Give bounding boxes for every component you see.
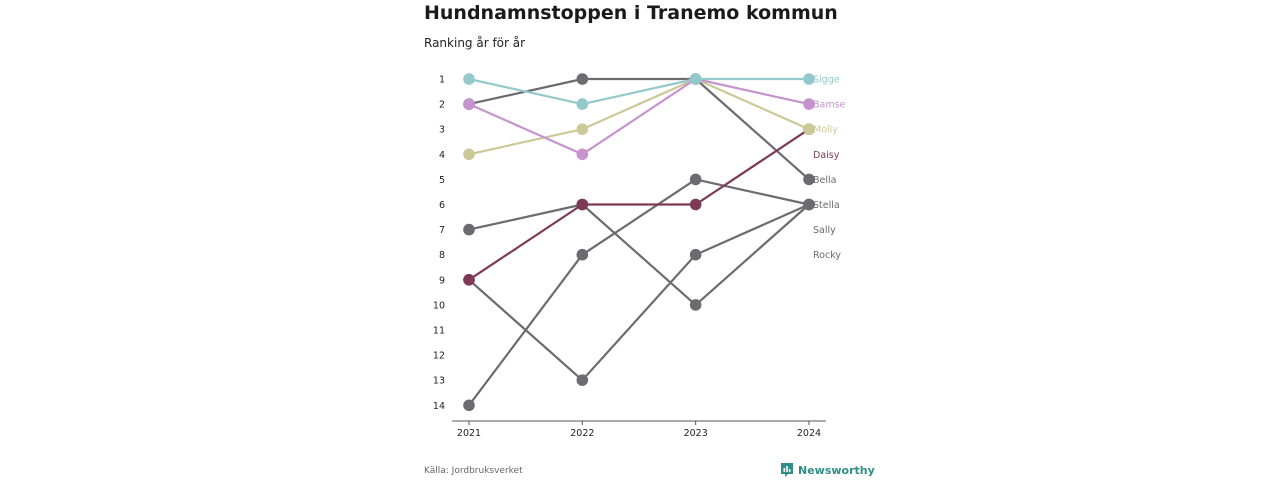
series-label-daisy: Daisy [813, 150, 840, 161]
series-label-stella: Stella [813, 200, 840, 211]
y-tick-label: 7 [439, 225, 445, 236]
data-point-stella[interactable] [689, 299, 702, 311]
x-tick-label: 2021 [457, 428, 481, 439]
y-tick-label: 9 [439, 275, 445, 286]
series-end-labels: Sigge Bamse Molly Daisy Bella Stella Sally Rock… [813, 75, 846, 262]
data-point-sally[interactable] [463, 399, 475, 412]
data-point-daisy[interactable] [576, 198, 589, 211]
data-point-bamse[interactable] [803, 98, 815, 110]
data-point-sigge[interactable] [689, 73, 702, 85]
y-tick-label: 6 [439, 200, 445, 211]
y-tick-label: 13 [433, 376, 445, 387]
x-axis: 2021 2022 2023 2024 [452, 420, 826, 439]
y-tick-label: 11 [433, 326, 445, 337]
y-tick-label: 8 [439, 250, 445, 261]
series-label-molly: Molly [813, 125, 838, 136]
data-point-rocky[interactable] [576, 374, 589, 387]
y-tick-label: 4 [439, 150, 445, 161]
series-line-rocky [468, 203, 810, 382]
data-point-molly[interactable] [803, 123, 815, 135]
source-note: Källa: Jordbruksverket [424, 466, 523, 476]
y-tick-label: 2 [439, 100, 445, 111]
series-points [463, 73, 815, 412]
data-point-sigge[interactable] [576, 98, 589, 110]
x-tick-label: 2023 [684, 428, 708, 439]
series-lines [468, 77, 810, 406]
series-line-daisy [468, 128, 810, 281]
data-point-stella[interactable] [463, 223, 475, 236]
series-line-bamse [468, 77, 810, 156]
data-point-rocky[interactable] [803, 198, 815, 211]
series-line-stella [468, 203, 810, 306]
data-point-sigge[interactable] [803, 73, 815, 85]
data-point-bamse[interactable] [576, 148, 589, 161]
data-point-sally[interactable] [689, 173, 702, 186]
y-tick-label: 14 [433, 401, 445, 412]
x-tick-label: 2022 [570, 428, 594, 439]
series-label-bella: Bella [813, 175, 836, 186]
chart-title: Hundnamnstoppen i Tranemo kommun [424, 2, 838, 24]
y-tick-label: 5 [439, 175, 445, 186]
data-point-daisy[interactable] [463, 274, 475, 286]
x-tick-label: 2024 [797, 428, 821, 439]
series-label-rocky: Rocky [813, 250, 841, 261]
data-point-sigge[interactable] [463, 73, 475, 85]
brand-logo[interactable]: Newsworthy [781, 463, 875, 477]
series-line-molly [468, 77, 810, 156]
data-point-daisy[interactable] [689, 198, 702, 211]
series-line-sally [468, 178, 810, 406]
series-label-bamse: Bamse [813, 100, 846, 111]
bar-chart-icon [781, 463, 793, 477]
y-tick-label: 3 [439, 125, 445, 136]
brand-name: Newsworthy [798, 463, 875, 477]
data-point-bamse[interactable] [463, 98, 475, 110]
y-tick-label: 1 [439, 75, 445, 86]
chart-subtitle: Ranking år för år [424, 36, 526, 50]
y-tick-label: 12 [433, 351, 445, 362]
data-point-molly[interactable] [463, 148, 475, 161]
data-point-bella[interactable] [576, 73, 589, 85]
data-point-sally[interactable] [576, 248, 589, 261]
data-point-molly[interactable] [576, 123, 589, 135]
series-label-sigge: Sigge [813, 75, 840, 86]
series-line-sigge [468, 77, 809, 106]
series-label-sally: Sally [813, 225, 836, 236]
y-tick-label: 10 [433, 300, 445, 311]
data-point-rocky[interactable] [689, 248, 702, 261]
data-point-bella[interactable] [803, 173, 815, 186]
